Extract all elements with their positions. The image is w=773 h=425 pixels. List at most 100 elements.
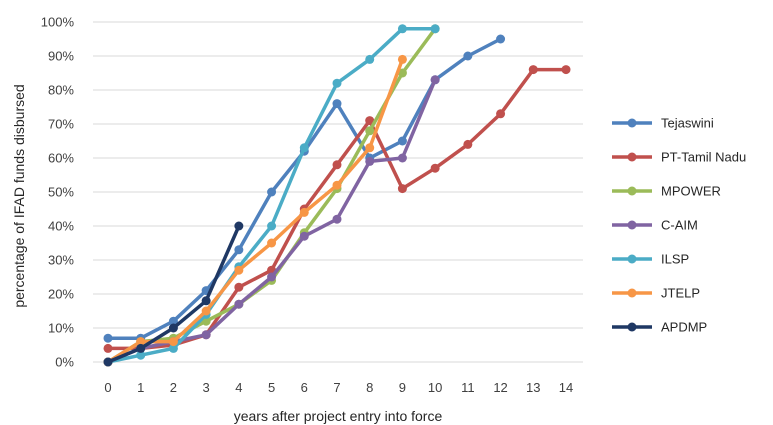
x-tick-label: 7 bbox=[333, 380, 340, 395]
series-pt-tamil-nadu bbox=[103, 65, 571, 353]
series-line bbox=[106, 37, 503, 340]
x-tick-label: 13 bbox=[526, 380, 540, 395]
data-point bbox=[332, 160, 342, 170]
x-tick-label: 9 bbox=[399, 380, 406, 395]
legend-item: APDMP bbox=[612, 320, 707, 335]
data-point bbox=[234, 245, 244, 255]
data-point bbox=[299, 143, 309, 153]
data-point bbox=[561, 65, 571, 75]
legend-label: MPOWER bbox=[661, 184, 721, 199]
y-tick-label: 40% bbox=[48, 219, 74, 234]
legend-swatch-marker bbox=[627, 152, 637, 162]
data-point bbox=[201, 330, 211, 340]
x-tick-label: 8 bbox=[366, 380, 373, 395]
data-point bbox=[201, 296, 211, 306]
data-point bbox=[496, 34, 506, 44]
x-tick-label: 11 bbox=[461, 380, 475, 395]
data-point bbox=[365, 156, 375, 166]
legend-swatch-marker bbox=[627, 288, 637, 298]
y-tick-label: 0% bbox=[55, 355, 74, 370]
data-point bbox=[136, 343, 146, 353]
y-tick-label: 20% bbox=[48, 287, 74, 302]
data-point bbox=[201, 306, 211, 316]
legend-swatch-marker bbox=[627, 220, 637, 230]
data-point bbox=[397, 68, 407, 78]
y-tick-label: 10% bbox=[48, 321, 74, 336]
legend-item: C-AIM bbox=[612, 218, 698, 233]
data-point bbox=[267, 238, 277, 248]
data-point bbox=[332, 99, 342, 109]
data-point bbox=[528, 65, 538, 75]
legend-label: JTELP bbox=[661, 286, 700, 301]
data-point bbox=[168, 337, 178, 347]
data-point bbox=[136, 350, 146, 360]
data-point bbox=[397, 54, 407, 64]
legend-label: C-AIM bbox=[661, 218, 698, 233]
data-point bbox=[332, 214, 342, 224]
series-tejaswini bbox=[103, 34, 506, 343]
data-point bbox=[397, 153, 407, 163]
series-jtelp bbox=[103, 54, 407, 367]
data-point bbox=[463, 139, 473, 149]
data-point bbox=[430, 163, 440, 173]
data-point bbox=[397, 136, 407, 146]
legend-label: PT-Tamil Nadu bbox=[661, 150, 746, 165]
data-point bbox=[234, 265, 244, 275]
y-tick-label: 100% bbox=[41, 15, 75, 30]
x-tick-label: 6 bbox=[301, 380, 308, 395]
x-tick-label: 10 bbox=[428, 380, 442, 395]
x-tick-label: 1 bbox=[137, 380, 144, 395]
data-point bbox=[267, 187, 277, 197]
data-point bbox=[234, 221, 244, 231]
y-tick-label: 30% bbox=[48, 253, 74, 268]
data-point bbox=[267, 272, 277, 282]
data-point bbox=[496, 109, 506, 119]
y-tick-label: 80% bbox=[48, 83, 74, 98]
data-point bbox=[299, 231, 309, 241]
x-tick-label: 12 bbox=[493, 380, 507, 395]
legend-label: ILSP bbox=[661, 252, 689, 267]
x-tick-label: 3 bbox=[203, 380, 210, 395]
legend-item: ILSP bbox=[612, 252, 689, 267]
x-tick-label: 0 bbox=[104, 380, 111, 395]
legend-item: Tejaswini bbox=[612, 116, 714, 131]
data-point bbox=[168, 316, 178, 326]
data-point bbox=[168, 343, 178, 353]
x-axis-ticks: 0 1 2 3 4 5 6 7 8 9 10 11 12 13 14 bbox=[104, 380, 573, 395]
data-point bbox=[267, 221, 277, 231]
data-point bbox=[430, 75, 440, 85]
legend-swatch-marker bbox=[627, 322, 637, 332]
data-point bbox=[299, 207, 309, 217]
x-axis-title: years after project entry into force bbox=[234, 408, 443, 424]
series-lines bbox=[103, 24, 571, 367]
data-point bbox=[234, 299, 244, 309]
legend: Tejaswini PT-Tamil Nadu MPOWER C-AIM ILSP JTE… bbox=[612, 116, 746, 335]
legend-item: PT-Tamil Nadu bbox=[612, 150, 746, 165]
legend-item: MPOWER bbox=[612, 184, 721, 199]
legend-swatch-marker bbox=[627, 254, 637, 264]
data-point bbox=[365, 143, 375, 153]
y-axis-title: percentage of IFAD funds disbursed bbox=[11, 84, 27, 307]
data-point bbox=[365, 54, 375, 64]
data-point bbox=[365, 126, 375, 136]
data-point bbox=[168, 323, 178, 333]
data-point bbox=[463, 51, 473, 61]
series-line bbox=[106, 57, 405, 364]
x-tick-label: 5 bbox=[268, 380, 275, 395]
y-tick-label: 60% bbox=[48, 151, 74, 166]
data-point bbox=[103, 343, 113, 353]
data-point bbox=[365, 116, 375, 126]
y-tick-label: 50% bbox=[48, 185, 74, 200]
series-c-aim bbox=[103, 75, 440, 367]
series-apdmp bbox=[103, 221, 244, 367]
data-point bbox=[397, 184, 407, 194]
legend-label: APDMP bbox=[661, 320, 707, 335]
series-line bbox=[106, 78, 437, 364]
data-point bbox=[430, 24, 440, 34]
legend-item: JTELP bbox=[612, 286, 700, 301]
data-point bbox=[234, 282, 244, 292]
y-tick-label: 90% bbox=[48, 49, 74, 64]
legend-swatch-marker bbox=[627, 186, 637, 196]
x-tick-label: 4 bbox=[235, 380, 242, 395]
